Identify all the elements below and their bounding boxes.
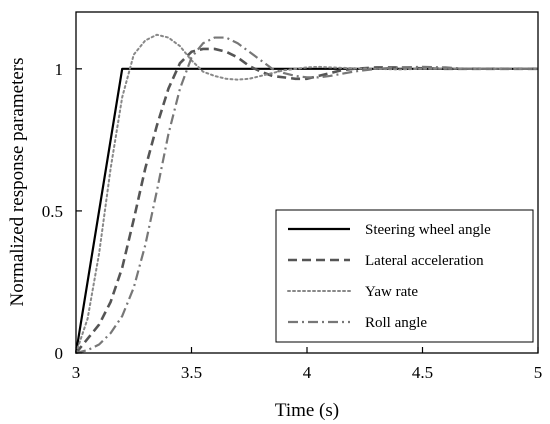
x-tick-layer: 3 3.5 4 4.5 5	[72, 347, 543, 382]
y-tick-layer: 00.51	[42, 60, 82, 363]
y-tick-label: 0	[55, 344, 64, 363]
legend-box	[275, 209, 534, 343]
legend-items: Steering wheel angle Lateral acceleration…	[287, 222, 491, 331]
y-axis-title: Normalized response parameters	[7, 57, 28, 306]
x-tick-label: 3	[72, 363, 81, 382]
legend-label-yaw-rate: Yaw rate	[365, 284, 418, 300]
legend: Steering wheel angle Lateral acceleration…	[275, 209, 534, 343]
x-tick-label: 4.5	[412, 363, 433, 382]
series-layer	[74, 33, 539, 355]
x-tick-label: 4	[303, 363, 312, 382]
y-tick-label: 0.5	[42, 202, 63, 221]
series-line-yaw-rate	[75, 33, 539, 354]
x-tick-label: 3.5	[181, 363, 202, 382]
y-tick-label: 1	[55, 60, 64, 79]
legend-label-lateral-acceleration: Lateral acceleration	[365, 253, 484, 269]
x-axis-title: Time (s)	[275, 400, 339, 421]
series-line-lateral-acceleration	[74, 47, 538, 354]
legend-label-roll-angle: Roll angle	[365, 315, 427, 331]
x-tick-label: 5	[534, 363, 543, 382]
legend-label-steering-wheel-angle: Steering wheel angle	[365, 222, 491, 238]
